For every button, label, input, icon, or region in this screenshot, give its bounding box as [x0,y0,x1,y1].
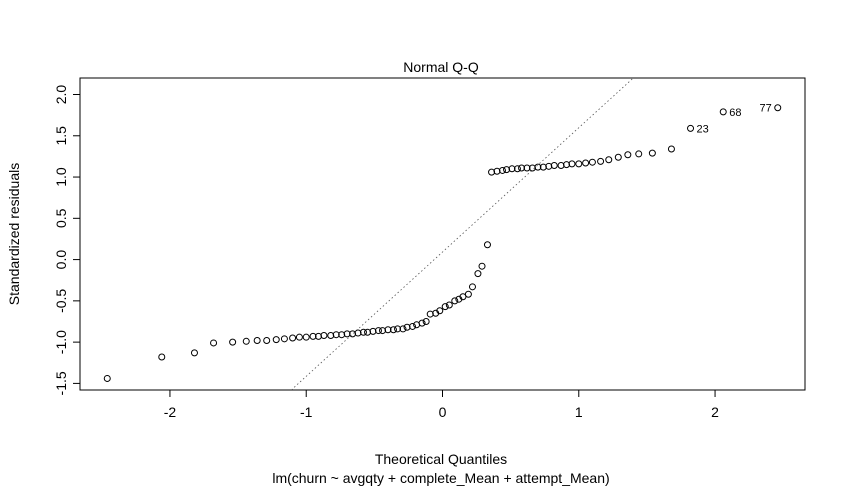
data-point [436,307,444,315]
data-point [597,157,605,165]
data-point [483,241,491,249]
data-point [498,166,506,174]
data-point [418,319,426,327]
data-point [309,332,317,340]
data-point [550,161,558,169]
data-point [399,325,407,333]
data-point [272,336,280,344]
x-tick-label-0: -2 [164,404,177,420]
data-point [158,353,166,361]
plot-area: -2 -1 0 1 2 -1.5 -1.0 -0.5 0.0 0.5 1.0 1.5 2.0 23 68 77 [53,77,806,420]
y-tick-label-4: 0.5 [53,208,69,228]
data-point [359,328,367,336]
data-point [445,301,453,309]
data-point [624,151,632,159]
data-point [384,326,392,334]
data-point [280,335,288,343]
data-point [568,160,576,168]
data-point [422,317,430,325]
data-point [508,165,516,173]
data-point [518,164,526,172]
data-point [389,326,397,334]
x-axis-title: Theoretical Quantiles [375,451,507,467]
y-tick-label-6: 1.5 [53,126,69,146]
data-point [687,124,695,132]
data-point [263,336,271,344]
y-tick-label-1: -1.0 [53,330,69,354]
point-label-77: 77 [759,103,771,115]
x-tick-label-4: 2 [711,404,719,420]
data-point [451,297,459,305]
data-point [523,164,531,172]
x-tick-label-1: -1 [300,404,313,420]
chart-title: Normal Q-Q [403,59,479,75]
data-point [190,349,198,357]
data-point [582,159,590,167]
y-tick-label-7: 2.0 [53,85,69,105]
data-point [332,331,340,339]
data-point [474,270,482,278]
point-label-68: 68 [729,107,741,119]
data-point [534,163,542,171]
data-point [648,149,656,157]
data-point [478,262,486,270]
x-tick-label-2: 0 [439,404,447,420]
chart-subtitle: lm(churn ~ avgqty + complete_Mean + atte… [272,470,609,486]
data-point [289,334,297,342]
y-axis-title: Standardized residuals [6,163,22,305]
data-point [374,327,382,335]
data-point [614,153,622,161]
data-point [295,333,303,341]
point-label-23: 23 [697,123,709,135]
data-point [394,325,402,333]
data-point [667,145,675,153]
data-point [103,374,111,382]
data-point [468,283,476,291]
data-point [320,332,328,340]
data-point [441,303,449,311]
reference-line [290,78,634,390]
data-point [513,165,521,173]
data-point [774,104,782,112]
data-point [605,156,613,164]
y-tick-label-3: 0.0 [53,250,69,270]
data-point [302,333,310,341]
data-point [464,290,472,298]
data-point [242,337,250,345]
data-point [719,108,727,116]
data-point [588,158,596,166]
data-point [575,160,583,168]
data-point [409,322,417,330]
x-tick-label-3: 1 [575,404,583,420]
data-point [229,338,237,346]
data-point [343,330,351,338]
data-point [210,339,218,347]
y-tick-label-0: -1.5 [53,371,69,395]
data-point [253,336,261,344]
data-point [635,150,643,158]
y-tick-label-2: -0.5 [53,289,69,313]
y-tick-label-5: 1.0 [53,167,69,187]
